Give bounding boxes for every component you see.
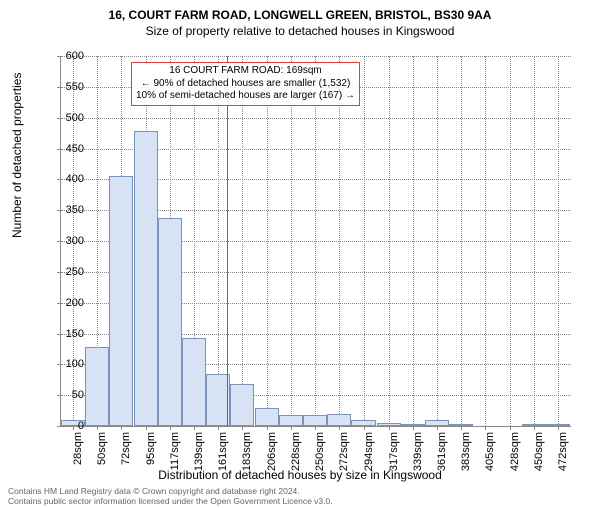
gridline-vertical: [437, 56, 438, 426]
y-tick-label: 150: [44, 328, 84, 340]
x-tick-label: 450sqm: [533, 432, 545, 482]
gridline-vertical: [267, 56, 268, 426]
histogram-bar: [230, 384, 254, 426]
footer-line-2: Contains public sector information licen…: [8, 497, 333, 506]
gridline-vertical: [315, 56, 316, 426]
y-tick-label: 400: [44, 173, 84, 185]
histogram-bar: [182, 338, 206, 426]
x-tick-label: 72sqm: [120, 432, 132, 482]
x-tick-label: 161sqm: [217, 432, 229, 482]
gridline-vertical: [413, 56, 414, 426]
histogram-bar: [255, 408, 279, 427]
y-tick-label: 450: [44, 143, 84, 155]
annotation-box: 16 COURT FARM ROAD: 169sqm← 90% of detac…: [131, 62, 360, 106]
histogram-bar: [85, 347, 109, 426]
histogram-bar: [279, 415, 303, 426]
x-tick-label: 383sqm: [460, 432, 472, 482]
plot-region: 16 COURT FARM ROAD: 169sqm← 90% of detac…: [60, 56, 571, 427]
chart-title-main: 16, COURT FARM ROAD, LONGWELL GREEN, BRI…: [0, 8, 600, 22]
x-tick-label: 50sqm: [96, 432, 108, 482]
gridline-vertical: [389, 56, 390, 426]
x-tick-label: 28sqm: [72, 432, 84, 482]
histogram-bar: [109, 176, 133, 426]
gridline-vertical: [291, 56, 292, 426]
histogram-bar: [401, 424, 425, 426]
gridline-vertical: [485, 56, 486, 426]
annotation-line: ← 90% of detached houses are smaller (1,…: [136, 78, 355, 91]
y-tick-label: 250: [44, 266, 84, 278]
x-tick-label: 117sqm: [169, 432, 181, 482]
y-tick-label: 200: [44, 297, 84, 309]
gridline-vertical: [339, 56, 340, 426]
x-tick-label: 139sqm: [193, 432, 205, 482]
gridline-vertical: [461, 56, 462, 426]
gridline-vertical: [534, 56, 535, 426]
x-tick-label: 405sqm: [484, 432, 496, 482]
x-tick-label: 339sqm: [412, 432, 424, 482]
annotation-line: 16 COURT FARM ROAD: 169sqm: [136, 65, 355, 78]
histogram-bar: [134, 131, 158, 426]
y-tick-label: 300: [44, 235, 84, 247]
histogram-bar: [546, 424, 570, 426]
histogram-bar: [377, 423, 401, 426]
x-tick-label: 428sqm: [509, 432, 521, 482]
histogram-bar: [327, 414, 351, 426]
y-tick-label: 50: [44, 389, 84, 401]
y-tick-label: 0: [44, 420, 84, 432]
gridline-vertical: [218, 56, 219, 426]
x-tick-label: 272sqm: [338, 432, 350, 482]
gridline-vertical: [242, 56, 243, 426]
y-tick-label: 100: [44, 358, 84, 370]
x-tick-label: 294sqm: [363, 432, 375, 482]
x-tick-label: 317sqm: [388, 432, 400, 482]
footer-attribution: Contains HM Land Registry data © Crown c…: [8, 487, 333, 506]
y-axis-title: Number of detached properties: [10, 73, 24, 238]
x-tick-label: 361sqm: [436, 432, 448, 482]
y-tick-label: 550: [44, 81, 84, 93]
gridline-vertical: [510, 56, 511, 426]
y-tick-label: 500: [44, 112, 84, 124]
x-tick-label: 206sqm: [266, 432, 278, 482]
histogram-bar: [303, 415, 327, 426]
x-tick-label: 250sqm: [314, 432, 326, 482]
x-tick-label: 228sqm: [290, 432, 302, 482]
chart-area: 16 COURT FARM ROAD: 169sqm← 90% of detac…: [60, 56, 570, 426]
histogram-bar: [351, 420, 375, 426]
histogram-bar: [158, 218, 182, 426]
gridline-vertical: [364, 56, 365, 426]
reference-line: [227, 56, 228, 426]
x-tick-label: 472sqm: [557, 432, 569, 482]
gridline-vertical: [558, 56, 559, 426]
chart-title-sub: Size of property relative to detached ho…: [0, 24, 600, 38]
y-tick-label: 600: [44, 50, 84, 62]
x-tick-label: 183sqm: [241, 432, 253, 482]
y-tick-label: 350: [44, 204, 84, 216]
annotation-line: 10% of semi-detached houses are larger (…: [136, 90, 355, 103]
histogram-bar: [425, 420, 449, 426]
histogram-bar: [449, 424, 473, 426]
histogram-bar: [522, 424, 546, 426]
x-tick-label: 95sqm: [145, 432, 157, 482]
